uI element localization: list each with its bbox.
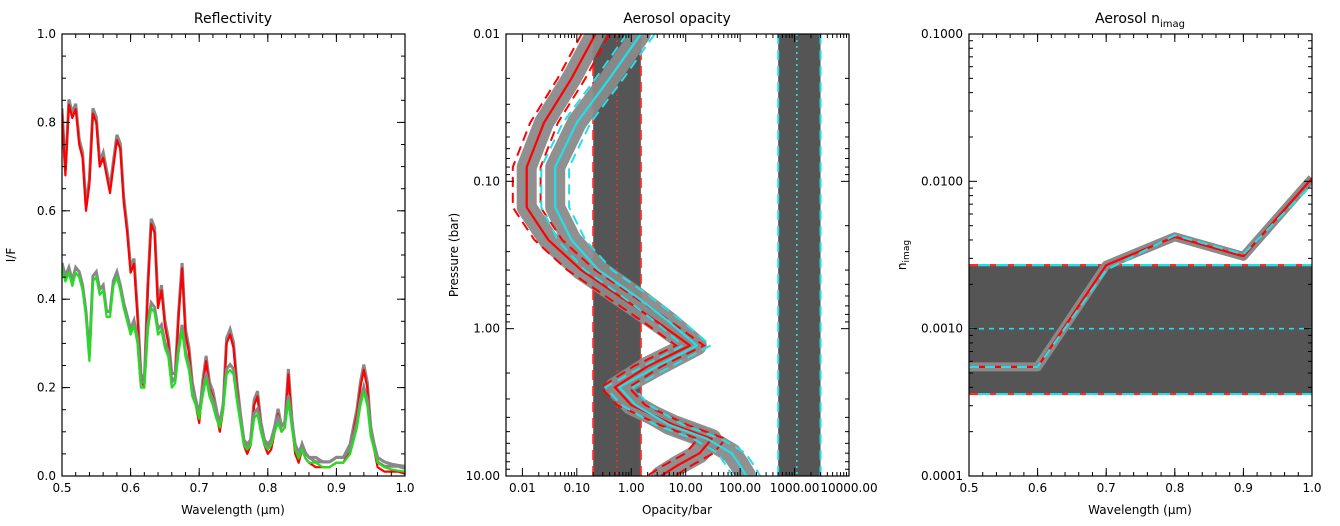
nimag-x-tick-label: 0.6 [1028,481,1047,495]
aerosol-nimag-title: Aerosol nimag [1095,11,1185,30]
aerosol-nimag-ticks: 0.5 0.6 0.7 0.8 0.9 1.0 0.0001 0.0010 0.0100 0.10… [921,27,1322,495]
aerosol-nimag-y-label: nimag [895,240,912,270]
aerosol-nimag-plot-area [969,175,1312,396]
reflectivity-x-label: Wavelength (µm) [181,503,285,517]
reflectivity-panel: 0.5 0.6 0.7 0.8 0.9 1.0 0.0 0.2 0.4 0.6 0.8 1.0 Ref… [4,11,415,517]
aerosol-nimag-frame [968,33,1313,477]
reflectivity-y-tick-label: 0.4 [37,292,56,306]
opacity-x-tick-label: 0.10 [563,481,590,495]
reflectivity-y-tick-label: 0.8 [37,115,56,129]
reflectivity-x-tick-label: 0.8 [258,481,277,495]
opacity-y-tick-label: 0.10 [473,174,500,188]
reflectivity-x-tick-label: 0.5 [52,481,71,495]
aerosol-nimag-x-label: Wavelength (µm) [1088,503,1192,517]
opacity-y-tick-label: 10.00 [466,469,500,483]
opacity-profile-1-lower-bound [511,34,700,476]
aerosol-opacity-x-label: Opacity/bar [642,503,712,517]
reflectivity-ticks: 0.5 0.6 0.7 0.8 0.9 1.0 0.0 0.2 0.4 0.6 0.8 1.0 [37,27,415,495]
aerosol-nimag-y-label-subscript: imag [902,240,912,263]
aerosol-nimag-title-subscript: imag [1160,19,1185,30]
reflectivity-y-label: I/F [4,248,18,263]
nimag-x-tick-label: 0.5 [959,481,978,495]
opacity-x-tick-label: 100.00 [719,481,761,495]
reflectivity-title: Reflectivity [194,11,272,27]
aerosol-nimag-panel: 0.5 0.6 0.7 0.8 0.9 1.0 0.0001 0.0010 0.0100 0.10… [895,11,1322,517]
reflectivity-y-tick-label: 0.0 [37,469,56,483]
opacity-x-tick-label: 10000.00 [820,481,877,495]
reflectivity-x-tick-label: 0.9 [327,481,346,495]
aerosol-opacity-ticks: 0.01 0.10 1.00 10.00 100.00 1000.00 10000.00 0.… [466,27,878,495]
opacity-profile-2-lower-bound [540,34,734,476]
nimag-x-tick-label: 0.7 [1097,481,1116,495]
reflectivity-frame [61,33,406,477]
reflectivity-plot-area [62,99,405,475]
nimag-y-tick-label: 0.0010 [921,322,963,336]
reflectivity-x-tick-label: 1.0 [395,481,414,495]
opacity-x-tick-label: 0.01 [509,481,536,495]
aerosol-opacity-title: Aerosol opacity [623,11,731,27]
reflectivity-x-tick-label: 0.6 [121,481,140,495]
aerosol-nimag-title-main: Aerosol n [1095,11,1160,27]
opacity-x-tick-label: 10.00 [669,481,703,495]
opacity-profile-2-upper-bound [568,34,762,476]
nimag-constant-band [969,265,1312,395]
aerosol-opacity-panel: 0.01 0.10 1.00 10.00 100.00 1000.00 10000.00 0.… [447,11,878,517]
aerosol-opacity-y-label: Pressure (bar) [447,213,461,297]
opacity-profile-1-upper-bound [539,34,728,476]
nimag-y-tick-label: 0.0100 [921,174,963,188]
reflectivity-x-tick-label: 0.7 [190,481,209,495]
opacity-y-tick-label: 0.01 [473,27,500,41]
aerosol-opacity-plot-area [511,34,822,476]
nimag-x-tick-label: 1.0 [1302,481,1321,495]
reflectivity-y-tick-label: 0.6 [37,204,56,218]
reflectivity-y-tick-label: 0.2 [37,381,56,395]
nimag-x-tick-label: 0.9 [1234,481,1253,495]
nimag-y-tick-label: 0.0001 [921,469,963,483]
nimag-x-tick-label: 0.8 [1165,481,1184,495]
reflectivity-y-tick-label: 1.0 [37,27,56,41]
opacity-constant-band-2 [778,34,821,476]
opacity-x-tick-label: 1.00 [618,481,645,495]
opacity-profile-2-line [554,34,748,476]
opacity-x-tick-label: 1000.00 [770,481,820,495]
opacity-y-tick-label: 1.00 [473,322,500,336]
nimag-y-tick-label: 0.1000 [921,27,963,41]
nimag-series-2-line [969,183,1312,368]
reflectivity-series-2-line [62,268,405,473]
aerosol-nimag-y-label-main: n [895,262,909,270]
